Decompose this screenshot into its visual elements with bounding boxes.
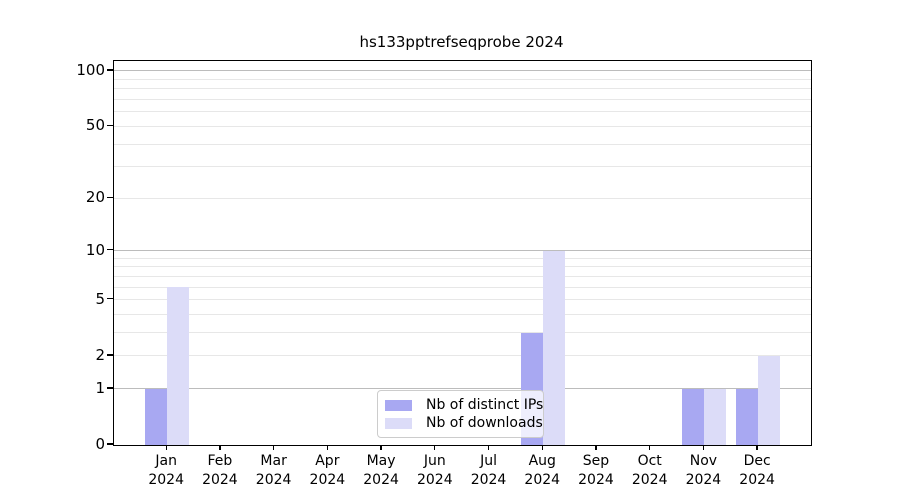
minor-gridline (114, 99, 811, 101)
x-axis-tick (756, 445, 758, 450)
x-axis-tick (272, 445, 275, 450)
bar-distinct-ips (682, 388, 705, 445)
y-axis-tick-label: 10 (85, 240, 105, 259)
x-axis-tick-label: Oct 2024 (631, 453, 668, 488)
minor-gridline (114, 78, 811, 80)
minor-gridline (114, 111, 811, 113)
minor-gridline (114, 355, 811, 357)
plot-area (113, 60, 812, 446)
legend-label-distinct-ips: Nb of distinct IPs (426, 397, 544, 413)
y-axis-tick (107, 69, 113, 71)
y-axis-tick-label: 20 (85, 188, 105, 207)
x-axis-tick (326, 445, 329, 450)
x-axis-tick-label: Mar 2024 (255, 453, 292, 488)
x-axis-tick-label: Apr 2024 (309, 453, 346, 488)
x-axis-tick-label: Jun 2024 (416, 453, 453, 488)
bar-downloads (758, 355, 781, 445)
minor-gridline (114, 257, 811, 259)
y-axis-tick-label: 5 (95, 289, 105, 308)
minor-gridline (114, 197, 811, 199)
bar-distinct-ips (736, 388, 759, 445)
y-axis-tick (107, 248, 113, 251)
x-axis-tick (702, 445, 705, 450)
y-axis-tick (107, 387, 113, 389)
minor-gridline (114, 125, 811, 127)
minor-gridline (114, 332, 811, 334)
chart-title: hs133pptrefseqprobe 2024 (359, 33, 564, 51)
y-axis-tick (107, 124, 113, 127)
legend-row-distinct-ips: Nb of distinct IPs (385, 397, 543, 413)
legend-swatch-downloads (385, 417, 412, 429)
x-axis-tick (487, 445, 490, 450)
x-axis-tick (219, 445, 221, 450)
minor-gridline (114, 143, 811, 145)
x-axis-tick (380, 445, 382, 450)
major-gridline (114, 250, 811, 252)
y-axis-tick-label: 2 (95, 345, 105, 364)
legend-label-downloads: Nb of downloads (426, 415, 543, 431)
bar-downloads (543, 250, 566, 445)
x-axis-tick-label: Sep 2024 (578, 453, 614, 488)
bar-distinct-ips (145, 388, 168, 445)
x-axis-tick-label: Dec 2024 (739, 453, 775, 488)
y-axis-tick (107, 298, 113, 300)
x-axis-tick-label: Aug 2024 (524, 453, 561, 488)
minor-gridline (114, 299, 811, 301)
y-axis-tick-label: 100 (76, 60, 105, 79)
y-axis-tick-label: 1 (95, 378, 105, 397)
minor-gridline (114, 286, 811, 288)
y-axis-tick (107, 354, 113, 356)
x-axis-tick-label: Jan 2024 (148, 453, 184, 488)
y-axis-tick-label: 50 (85, 116, 105, 135)
minor-gridline (114, 275, 811, 277)
x-axis-tick-label: Feb 2024 (202, 453, 238, 488)
x-axis-tick-label: May 2024 (363, 453, 399, 488)
bar-downloads (167, 287, 190, 445)
major-gridline (114, 70, 811, 72)
x-axis-tick-label: Jul 2024 (470, 453, 507, 488)
y-axis-tick (107, 443, 113, 445)
x-axis-tick (434, 445, 436, 450)
minor-gridline (114, 314, 811, 316)
bar-downloads (704, 388, 727, 445)
x-axis-tick (541, 445, 543, 450)
y-axis-tick-label: 0 (95, 435, 105, 453)
legend: Nb of distinct IPs Nb of downloads (377, 390, 544, 438)
y-axis-tick (107, 196, 113, 198)
legend-row-downloads: Nb of downloads (385, 415, 543, 431)
minor-gridline (114, 88, 811, 90)
x-axis-tick (648, 445, 651, 450)
major-gridline (114, 388, 811, 390)
x-axis-tick-label: Nov 2024 (685, 453, 722, 488)
x-axis-tick (595, 445, 597, 450)
minor-gridline (114, 266, 811, 268)
x-axis-tick (165, 445, 167, 450)
minor-gridline (114, 166, 811, 168)
legend-swatch-distinct-ips (385, 399, 412, 411)
